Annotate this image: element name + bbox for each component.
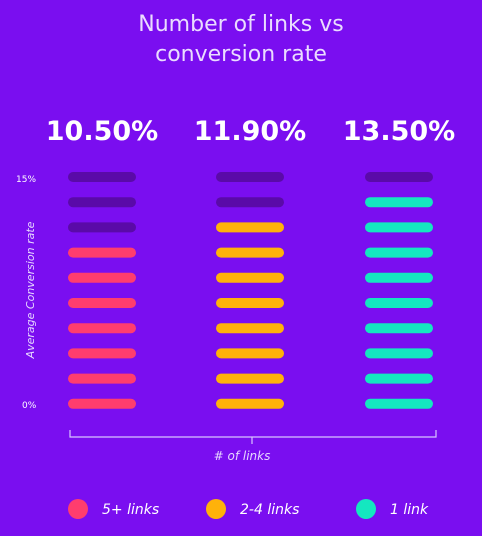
bar-segment-3-8 [365,222,433,233]
value-label-3: 13.50% [343,116,455,147]
bar-segment-3-9 [365,197,433,208]
bar-segment-2-10 [216,172,284,182]
bar-segment-1-1 [68,398,136,409]
bar-segment-2-2 [216,373,284,384]
legend-marker-1 [68,499,88,519]
bar-segment-2-8 [216,222,284,233]
bar-segment-3-3 [365,348,433,359]
bar-segment-1-7 [68,247,136,258]
y-tick-bottom: 0% [22,401,37,411]
bar-segment-3-6 [365,272,433,283]
bar-segment-1-9 [68,197,136,208]
chart-title-line-1: Number of links vs [138,12,344,37]
bar-segment-3-4 [365,323,433,334]
bar-segment-3-2 [365,373,433,384]
bar-segment-1-3 [68,348,136,359]
legend-label-3: 1 link [390,502,429,518]
legend-label-2: 2-4 links [240,502,299,518]
bar-segment-1-5 [68,298,136,308]
value-label-2: 11.90% [194,116,306,147]
y-axis-label: Average Conversion rate [24,221,37,359]
x-axis-label: # of links [214,449,271,463]
chart-title-line-2: conversion rate [155,42,327,67]
bar-segment-2-3 [216,348,284,359]
chart-title: Number of links vs conversion rate [0,10,482,70]
bar-segment-1-10 [68,172,136,182]
bar-segment-2-4 [216,323,284,334]
bar-segment-3-10 [365,172,433,182]
legend-marker-2 [206,499,226,519]
bar-segment-2-7 [216,247,284,258]
bar-segment-3-5 [365,298,433,308]
bar-segment-1-2 [68,373,136,384]
bar-segment-2-6 [216,272,284,283]
bar-segment-2-9 [216,197,284,208]
legend-label-1: 5+ links [102,502,159,518]
bar-segment-2-5 [216,298,284,308]
bar-segment-1-4 [68,323,136,334]
bar-segment-3-1 [365,398,433,409]
bar-segment-1-8 [68,222,136,233]
legend-marker-3 [356,499,376,519]
bar-segment-2-1 [216,398,284,409]
x-axis-bracket [69,430,437,444]
value-label-1: 10.50% [46,116,158,147]
bar-segment-1-6 [68,272,136,283]
y-tick-top: 15% [16,175,36,185]
bar-segment-3-7 [365,247,433,258]
